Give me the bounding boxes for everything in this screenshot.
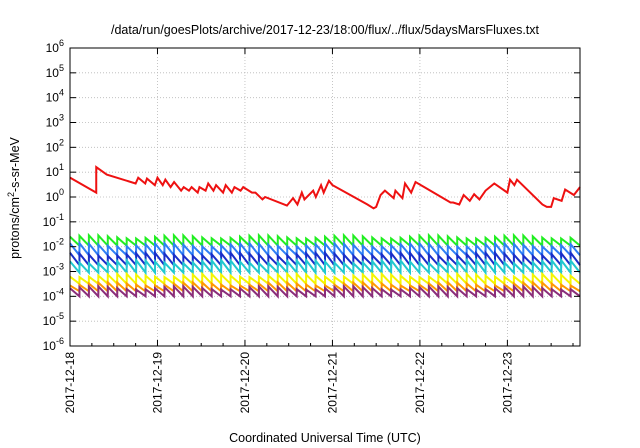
- y-tick-label: 100: [46, 187, 64, 204]
- y-tick-label: 10-4: [43, 286, 64, 303]
- x-tick-label: 2017-12-18: [63, 352, 77, 414]
- y-axis: 106 105 104 103 102 101 100 10-1 10-2 10-3 10-4 10-…: [43, 38, 580, 353]
- y-axis-label: protons/cm2-s-sr-MeV: [6, 136, 22, 258]
- x-axis-label: Coordinated Universal Time (UTC): [229, 431, 421, 445]
- y-tick-label: 103: [46, 113, 64, 130]
- y-tick-label: 10-3: [43, 262, 64, 279]
- band-series-line: [69, 283, 581, 299]
- chart-title: /data/run/goesPlots/archive/2017-12-23/1…: [111, 23, 540, 37]
- x-tick-label: 2017-12-19: [150, 352, 164, 414]
- y-tick-label: 105: [46, 63, 64, 80]
- x-tick-label: 2017-12-20: [238, 352, 252, 414]
- band-series-line: [69, 257, 581, 276]
- y-tick-label: 10-6: [43, 336, 64, 353]
- red-series-line: [69, 165, 581, 210]
- y-tick-label: 104: [46, 88, 64, 105]
- grid-lines: [69, 47, 580, 347]
- y-tick-label: 10-2: [43, 237, 64, 254]
- x-tick-label: 2017-12-21: [325, 352, 339, 414]
- y-tick-label: 102: [46, 137, 64, 154]
- y-tick-label: 10-1: [43, 212, 64, 229]
- x-tick-label: 2017-12-22: [413, 352, 427, 414]
- y-tick-label: 101: [46, 162, 64, 179]
- y-tick-label: 106: [46, 38, 64, 55]
- x-tick-label: 2017-12-23: [500, 352, 514, 414]
- data-series: [69, 165, 581, 299]
- y-tick-label: 10-5: [43, 311, 64, 328]
- band-series-line: [69, 271, 581, 287]
- x-axis: 2017-12-18 2017-12-19 2017-12-20 2017-12-21…: [63, 48, 574, 414]
